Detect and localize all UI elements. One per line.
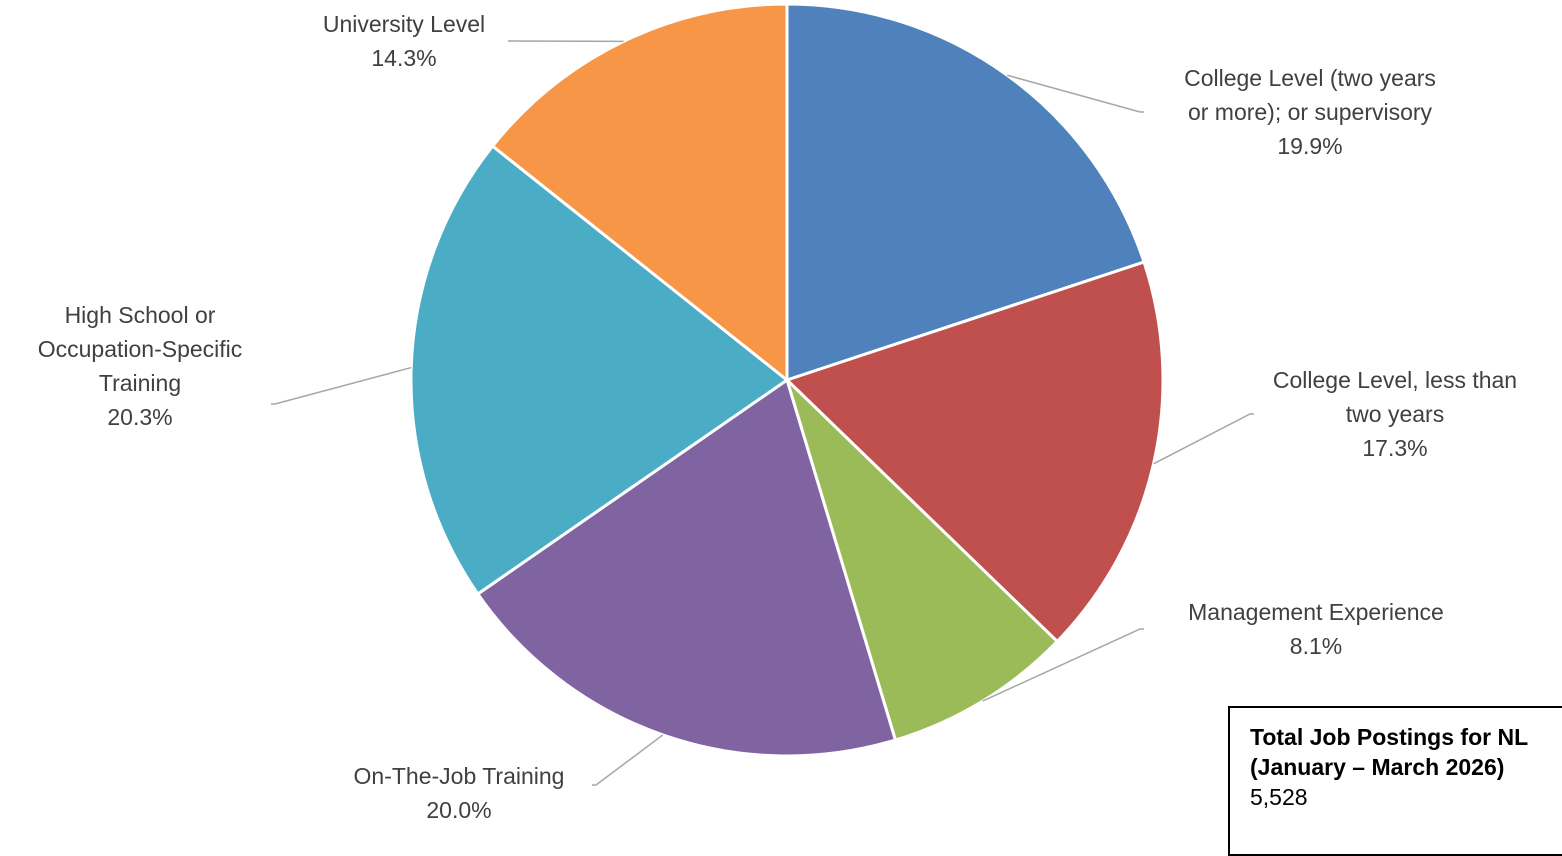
slice-category-label: University Level xyxy=(323,11,485,37)
slice-category-label: High School or xyxy=(65,302,216,328)
total-postings-box: Total Job Postings for NL (January – Mar… xyxy=(1228,706,1562,856)
pie-slices xyxy=(411,4,1163,756)
slice-value-label: 20.3% xyxy=(107,404,172,430)
slice-category-label: two years xyxy=(1346,401,1444,427)
slice-value-label: 19.9% xyxy=(1277,133,1342,159)
slice-value-label: 17.3% xyxy=(1362,435,1427,461)
slice-category-label: Training xyxy=(99,370,181,396)
leader-line-high-school-or-occupation-specific-training xyxy=(271,368,411,404)
leader-line-college-level-less-than-two-years xyxy=(1154,414,1254,464)
slice-category-label: Occupation-Specific xyxy=(38,336,243,362)
slice-category-label: On-The-Job Training xyxy=(354,763,565,789)
leader-line-on-the-job-training xyxy=(592,735,663,785)
slice-value-label: 20.0% xyxy=(426,797,491,823)
slice-category-label: or more); or supervisory xyxy=(1188,99,1433,125)
slice-category-label: College Level (two years xyxy=(1184,65,1436,91)
total-postings-value: 5,528 xyxy=(1250,782,1562,812)
slice-category-label: College Level, less than xyxy=(1273,367,1517,393)
slice-value-label: 8.1% xyxy=(1290,633,1342,659)
total-postings-title: Total Job Postings for NL xyxy=(1250,722,1562,752)
slice-value-label: 14.3% xyxy=(371,45,436,71)
total-postings-period: (January – March 2026) xyxy=(1250,752,1562,782)
slice-category-label: Management Experience xyxy=(1188,599,1444,625)
